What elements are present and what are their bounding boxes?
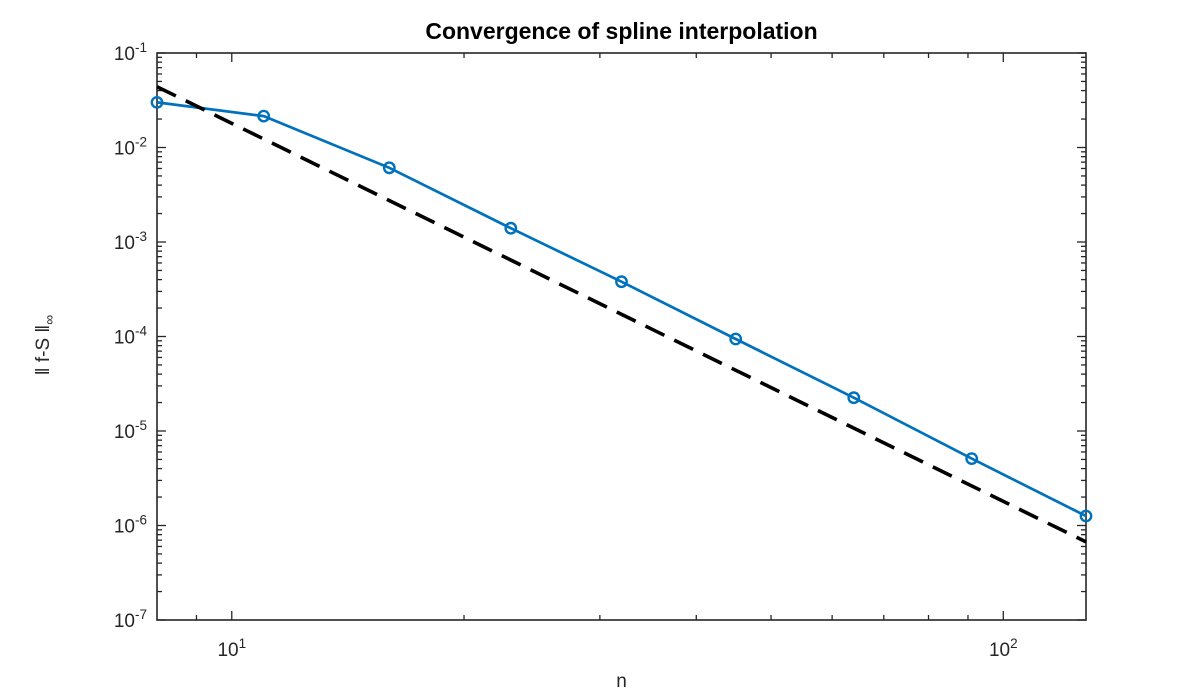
data-point-marker bbox=[504, 221, 518, 235]
series-line-n-to-the-minus-4-reference bbox=[156, 85, 1087, 544]
y-tick-label: 10-4 bbox=[114, 324, 148, 349]
data-point-marker bbox=[382, 161, 396, 175]
data-point-marker bbox=[847, 391, 861, 405]
x-axis-ticks: 101 102 bbox=[217, 53, 1018, 661]
y-tick-label: 10-3 bbox=[114, 229, 147, 254]
series-line-spline-interpolation-error bbox=[156, 101, 1087, 518]
y-axis-label-subscript: ∞ bbox=[41, 314, 57, 325]
y-tick-label: 10-7 bbox=[114, 607, 147, 632]
axes-box bbox=[156, 52, 1087, 621]
x-axis-label: n bbox=[616, 671, 627, 692]
y-axis-label: ‖ f-S ‖∞ bbox=[33, 315, 57, 376]
y-tick-label: 10-1 bbox=[114, 40, 147, 65]
y-axis-ticks: 10-1 10-2 10-3 10-4 10-5 10-6 10-7 bbox=[114, 40, 1086, 632]
data-point-marker bbox=[615, 275, 628, 289]
y-tick-label: 10-2 bbox=[114, 135, 147, 160]
data-point-marker bbox=[257, 109, 271, 123]
series-markers-spline-interpolation-error bbox=[150, 96, 1093, 523]
data-point-marker bbox=[1079, 509, 1093, 523]
y-tick-label: 10-5 bbox=[114, 418, 147, 443]
y-tick-label: 10-6 bbox=[114, 513, 147, 538]
data-point-marker bbox=[965, 452, 979, 465]
x-tick-label: 101 bbox=[217, 636, 246, 661]
data-point-marker bbox=[150, 96, 164, 109]
x-tick-label: 102 bbox=[989, 636, 1018, 661]
data-point-marker bbox=[729, 332, 743, 346]
y-axis-label-text: ‖ f-S ‖ bbox=[33, 324, 54, 376]
chart-title: Convergence of spline interpolation bbox=[425, 18, 818, 44]
minor-ticks bbox=[157, 53, 1086, 620]
